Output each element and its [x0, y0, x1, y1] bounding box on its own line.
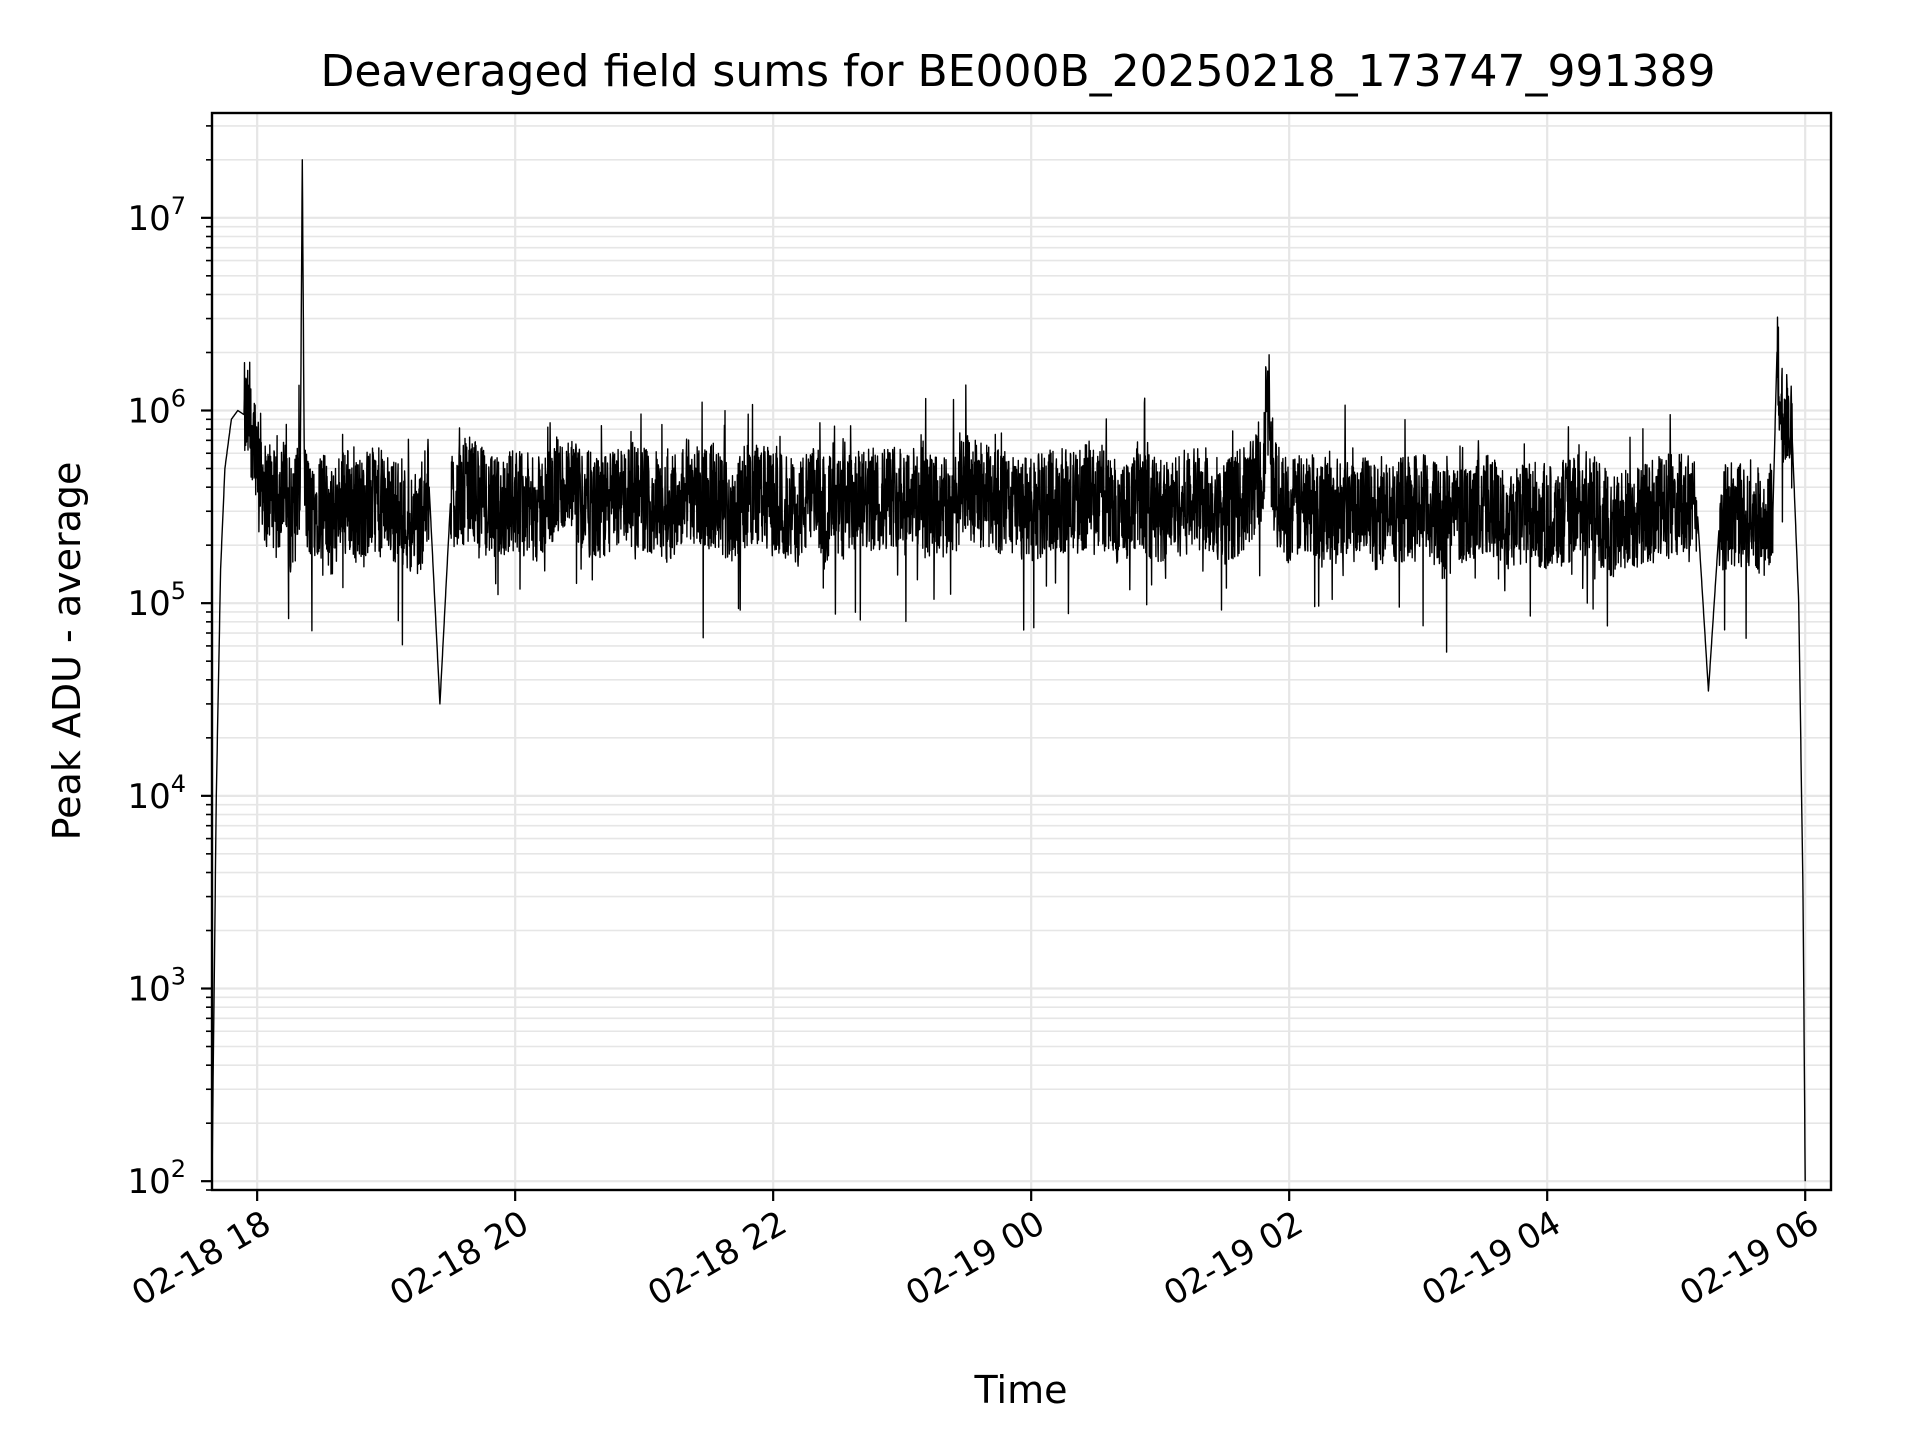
y-tick-label: 104 — [127, 770, 186, 817]
plot-frame — [210, 111, 1833, 1192]
series-layer — [211, 159, 1806, 1182]
x-tick-label: 02-19 00 — [899, 1203, 1051, 1314]
y-tick-label: 102 — [127, 1155, 186, 1202]
x-tick-label: 02-18 22 — [641, 1203, 793, 1314]
x-tick-label: 02-19 04 — [1415, 1203, 1567, 1314]
x-tick-label: 02-18 18 — [125, 1203, 277, 1314]
y-tick-label: 103 — [127, 963, 186, 1010]
x-axis-label: Time — [974, 1368, 1068, 1412]
y-tick-label: 105 — [127, 577, 186, 624]
chart-title: Deaveraged field sums for BE000B_2025021… — [320, 46, 1715, 97]
series-line — [211, 159, 1806, 1182]
x-tick-label: 02-18 20 — [383, 1203, 535, 1314]
y-tick-label: 106 — [127, 384, 186, 431]
y-axis-label: Peak ADU - average — [45, 462, 89, 841]
x-tick-label: 02-19 06 — [1673, 1203, 1825, 1314]
grid — [212, 113, 1831, 1191]
y-tick-label: 107 — [127, 192, 186, 239]
x-ticks: 02-18 18 02-18 20 02-18 22 02-19 00 02-19 02… — [125, 1190, 1826, 1314]
x-tick-label: 02-19 02 — [1157, 1203, 1309, 1314]
y-ticks: 102 103 104 105 106 107 — [127, 125, 212, 1202]
